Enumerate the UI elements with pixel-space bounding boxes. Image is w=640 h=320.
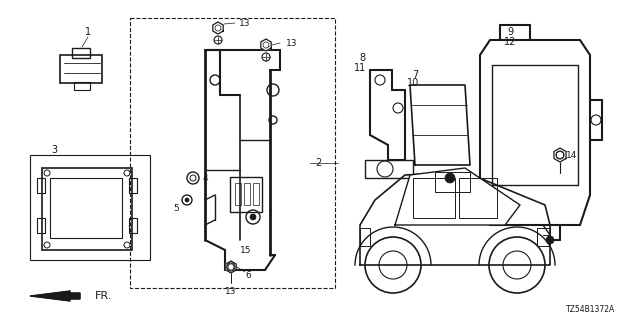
Text: 14: 14 (566, 150, 578, 159)
Bar (50, 178, 122, 238)
Polygon shape (360, 172, 550, 265)
Circle shape (546, 236, 554, 244)
Bar (459, 178, 497, 218)
Circle shape (185, 198, 189, 202)
Text: 8: 8 (359, 53, 365, 63)
Text: 5: 5 (173, 204, 179, 212)
Text: TZ54B1372A: TZ54B1372A (566, 306, 615, 315)
Bar (129, 218, 137, 233)
Bar (74, 82, 90, 90)
Polygon shape (213, 22, 223, 34)
Text: 4: 4 (202, 173, 208, 182)
Bar (435, 172, 470, 192)
Text: 9: 9 (507, 27, 513, 37)
Bar (360, 228, 370, 246)
Text: 6: 6 (245, 270, 251, 279)
Bar (253, 183, 259, 205)
Text: FR.: FR. (95, 291, 113, 301)
Text: 15: 15 (240, 245, 252, 254)
Polygon shape (226, 261, 236, 273)
Text: 3: 3 (51, 145, 57, 155)
Text: 10: 10 (407, 78, 419, 88)
Bar (235, 183, 241, 205)
Polygon shape (395, 168, 520, 225)
Text: 12: 12 (504, 37, 516, 47)
Text: 13: 13 (286, 38, 298, 47)
Polygon shape (480, 40, 590, 225)
Bar (37, 178, 45, 193)
Bar (129, 178, 137, 193)
Polygon shape (261, 39, 271, 51)
Bar (537, 228, 550, 246)
Bar (413, 178, 455, 218)
Bar (230, 177, 262, 212)
Polygon shape (30, 291, 80, 301)
Bar (244, 183, 250, 205)
Bar (365, 160, 413, 178)
Bar (130, 18, 335, 288)
Bar (72, 48, 90, 58)
Text: 2: 2 (315, 158, 321, 168)
Bar (60, 55, 102, 83)
Polygon shape (410, 85, 470, 165)
Text: 13: 13 (225, 287, 237, 297)
Polygon shape (554, 148, 566, 162)
Bar (42, 168, 132, 250)
Text: 1: 1 (85, 27, 91, 37)
Bar (30, 155, 150, 260)
Text: 13: 13 (239, 19, 251, 28)
Text: 11: 11 (354, 63, 366, 73)
Circle shape (250, 214, 256, 220)
Circle shape (445, 173, 455, 183)
Bar (37, 218, 45, 233)
Text: 7: 7 (412, 70, 418, 80)
